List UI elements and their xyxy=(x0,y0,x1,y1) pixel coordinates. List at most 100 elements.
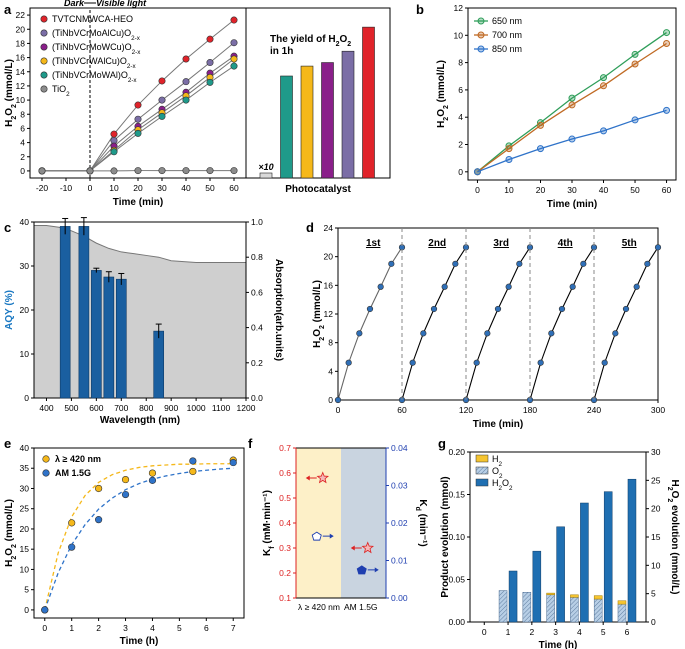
panel-b-ytick-label: 2 xyxy=(458,140,463,150)
panel-d-point xyxy=(345,359,352,366)
panel-d-xtick-label: 120 xyxy=(459,405,473,415)
panel-a-ylabel: H2O2 (mmol/L) xyxy=(4,59,18,127)
panel-b-ytick-label: 0 xyxy=(458,167,463,177)
panel-d-cycle-line xyxy=(337,247,403,401)
panel-b-xtick-label: 30 xyxy=(567,185,577,195)
panel-g-chart: 0.00 0.05 0.10 0.15 0.20 0 5 10 15 20 25 30 0 1 2 3 4 5 6 H… xyxy=(440,447,680,649)
panel-label-a: a xyxy=(4,2,12,17)
panel-c-right-ytick-label: 1.0 xyxy=(251,217,263,227)
panel-a-xtick-label: 10 xyxy=(109,183,119,193)
panel-a-point xyxy=(38,167,46,175)
panel-e-xtick-label: 0 xyxy=(42,623,47,633)
panel-f-kf-star xyxy=(316,471,330,484)
panel-g-right-ytick-label: 5 xyxy=(651,589,656,599)
panel-a-inset-scale-note: ×10 xyxy=(258,162,273,172)
panel-b-point xyxy=(600,82,608,90)
panel-d-point xyxy=(537,359,544,366)
panel-b-ytick-label: 6 xyxy=(458,85,463,95)
panel-f-ytick-label: 0.6 xyxy=(279,468,291,478)
panel-e-ytick-label: 25 xyxy=(20,504,30,514)
panel-f-ytick-label: 0.4 xyxy=(279,518,291,528)
panel-g-ylabel-right: H2O2 evolution (mmol/L) xyxy=(667,479,681,594)
panel-b-point xyxy=(600,74,608,82)
panel-g-h2o2-bar xyxy=(603,491,613,623)
panel-b-point xyxy=(568,101,576,109)
panel-a-legend-marker xyxy=(40,85,48,93)
panel-f-ylabel: Kf (mM·min⁻¹) xyxy=(262,490,276,556)
panel-d-point xyxy=(601,359,608,366)
panel-d-ytick-label: 0 xyxy=(328,395,333,405)
panel-d-point xyxy=(644,260,651,267)
panel-d-ylabel: H2O2 (mmol/L) xyxy=(312,280,326,348)
panel-d-cycle-line xyxy=(465,247,531,401)
panel-a-legend-marker xyxy=(40,71,48,79)
panel-g-o2-bar xyxy=(522,592,532,623)
panel-d-point xyxy=(430,305,438,313)
panel-a-ytick-label: 8 xyxy=(20,109,25,119)
panel-c-ytick-label: 0 xyxy=(24,393,29,403)
panel-f-ytick-right-label: 0.00 xyxy=(391,593,408,603)
panel-label-d: d xyxy=(306,220,314,235)
panel-b-ylabel: H2O2 (mmol/L) xyxy=(436,60,450,128)
panel-a-inset-bar xyxy=(321,62,334,179)
panel-b-point xyxy=(505,145,513,153)
panel-a-point xyxy=(134,101,142,109)
panel-a-point xyxy=(158,96,166,104)
panel-a-annot-visible: Visible light xyxy=(96,0,147,8)
panel-d-cycle-label: 2nd xyxy=(428,238,446,249)
panel-e-legend-label: λ ≥ 420 nm xyxy=(55,454,101,464)
panel-g-h2-bar xyxy=(593,595,603,600)
panel-e-point xyxy=(148,476,157,484)
panel-a-legend-label: (TiNbVCrWAlCu)O2-x xyxy=(52,56,136,70)
panel-g-xtick-label: 1 xyxy=(506,627,511,637)
panel-d-frame xyxy=(337,227,659,401)
panel-b-xtick-label: 40 xyxy=(599,185,609,195)
panel-f-chart: 0.1 0.2 0.3 0.4 0.5 0.6 0.7 0.00 0.01 0.02 0.03 0.0… xyxy=(262,443,428,612)
panel-a-ytick-label: 14 xyxy=(16,67,26,77)
panel-a-ytick-label: 16 xyxy=(16,53,26,63)
panel-f-ytick-right-label: 0.03 xyxy=(391,481,408,491)
panel-d-cycle-line xyxy=(593,247,659,401)
panel-label-b: b xyxy=(416,2,424,17)
panel-b-series-line xyxy=(477,109,667,173)
panel-a-series-line xyxy=(42,55,235,172)
panel-b-legend-marker xyxy=(477,31,485,39)
panel-c-chart: 400 500 600 700 800 900 1000 1100 1200 0 10 20 30 40 0… xyxy=(4,217,284,426)
panel-e-frame xyxy=(33,447,245,619)
panel-a-point xyxy=(110,167,118,175)
panel-a-point xyxy=(134,129,142,137)
panel-d-ytick-label: 20 xyxy=(324,252,334,262)
panel-d-xlabel: Time (min) xyxy=(473,419,523,430)
panel-a-point xyxy=(134,167,142,175)
panel-b-legend-marker xyxy=(477,17,485,25)
panel-e-ytick-label: 0 xyxy=(24,605,29,615)
panel-b-point xyxy=(631,116,639,124)
panel-a-xtick-label: 60 xyxy=(229,183,239,193)
panel-d-chart: 0 60 120 180 240 300 0 4 8 12 16 20 24 H2O2 (mmol/L) T… xyxy=(312,223,665,430)
panel-g-o2-bar xyxy=(570,597,579,623)
panel-d-point xyxy=(548,330,555,337)
panel-e-fit-line xyxy=(44,463,234,611)
panel-a-point xyxy=(206,78,214,86)
panel-a-inset-bar xyxy=(362,26,375,179)
panel-g-ytick-label: 0.10 xyxy=(448,532,465,542)
panel-g-right-ytick-label: 15 xyxy=(651,532,661,542)
panel-d-point xyxy=(420,330,427,337)
panel-b-xlabel: Time (min) xyxy=(547,199,597,210)
panel-f-ylabel-right: Kd (min⁻¹) xyxy=(415,499,429,546)
panel-label-g: g xyxy=(438,436,446,451)
panel-a-ytick-label: 12 xyxy=(16,81,26,91)
panel-c-xtick-label: 1100 xyxy=(212,403,231,413)
panel-b-point xyxy=(600,127,608,135)
panel-g-right-ytick-label: 25 xyxy=(651,475,661,485)
panel-d-cycle-label: 3rd xyxy=(493,238,509,249)
panel-b-point xyxy=(473,168,481,176)
panel-d-point xyxy=(388,260,395,267)
panel-a-ytick-label: 18 xyxy=(16,38,26,48)
panel-c-right-ytick-label: 0.4 xyxy=(251,323,263,333)
panel-b-point xyxy=(536,121,544,129)
panel-g-h2o2-bar xyxy=(508,570,518,623)
panel-b-point xyxy=(568,135,576,143)
panel-e-point xyxy=(148,469,157,477)
panel-a-inset-title-2: in 1h xyxy=(270,46,293,57)
